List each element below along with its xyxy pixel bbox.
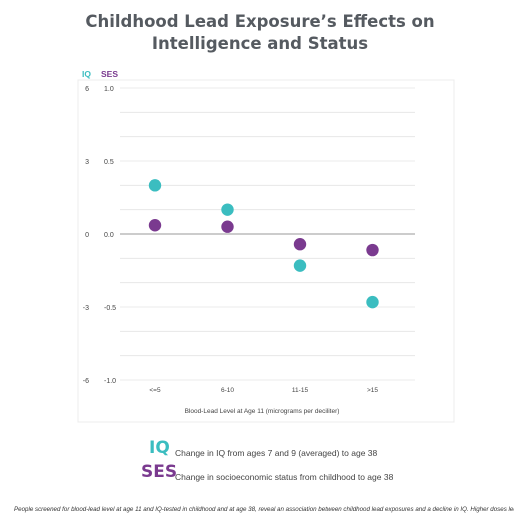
legend-iq-text: Change in IQ from ages 7 and 9 (averaged… — [175, 448, 378, 458]
ses-axis-label: SES — [101, 69, 119, 79]
ses-tick-label: 0.0 — [104, 232, 114, 239]
ses-tick-label: 1.0 — [104, 86, 114, 93]
iq-tick-label: 0 — [85, 232, 89, 239]
iq-tick-label: 6 — [85, 86, 89, 93]
chart-plot: 6 3 0 -3 -6 1.0 0.5 0.0 -0.5 -1.0 <=5 6-10 11-15 >15 B… — [77, 79, 455, 423]
iq-data-point — [293, 259, 307, 272]
chart-title-line-1: Childhood Lead Exposure’s Effects on — [85, 12, 435, 31]
ses-tick-label: 0.5 — [104, 159, 114, 166]
ses-data-point — [293, 238, 307, 251]
legend-ses-key: SES — [141, 462, 178, 482]
iq-data-point — [366, 295, 379, 309]
ses-data-point — [366, 243, 379, 257]
x-tick-label: <=5 — [149, 387, 161, 394]
ses-tick-label: -0.5 — [104, 305, 116, 312]
x-tick-label: 11-15 — [292, 387, 309, 394]
legend-iq-key: IQ — [149, 438, 170, 458]
x-axis-title: Blood-Lead Level at Age 11 (micrograms p… — [185, 408, 340, 415]
ses-tick-label: -1.0 — [104, 378, 116, 385]
iq-tick-label: -3 — [83, 305, 89, 312]
iq-data-point — [148, 179, 162, 192]
chart-title-line-2: Intelligence and Status — [151, 34, 369, 53]
ses-data-point — [221, 220, 234, 233]
ses-data-point — [148, 219, 162, 232]
iq-axis-label: IQ — [82, 69, 91, 79]
legend-ses-text: Change in socioeconomic status from chil… — [175, 472, 394, 482]
iq-tick-label: -6 — [83, 378, 89, 385]
x-tick-label: 6-10 — [221, 387, 234, 394]
x-tick-label: >15 — [367, 387, 378, 394]
figure-caption: People screened for blood-lead level at … — [14, 506, 514, 513]
iq-data-point — [221, 203, 234, 216]
iq-tick-label: 3 — [85, 159, 89, 166]
plot-frame — [77, 79, 455, 423]
